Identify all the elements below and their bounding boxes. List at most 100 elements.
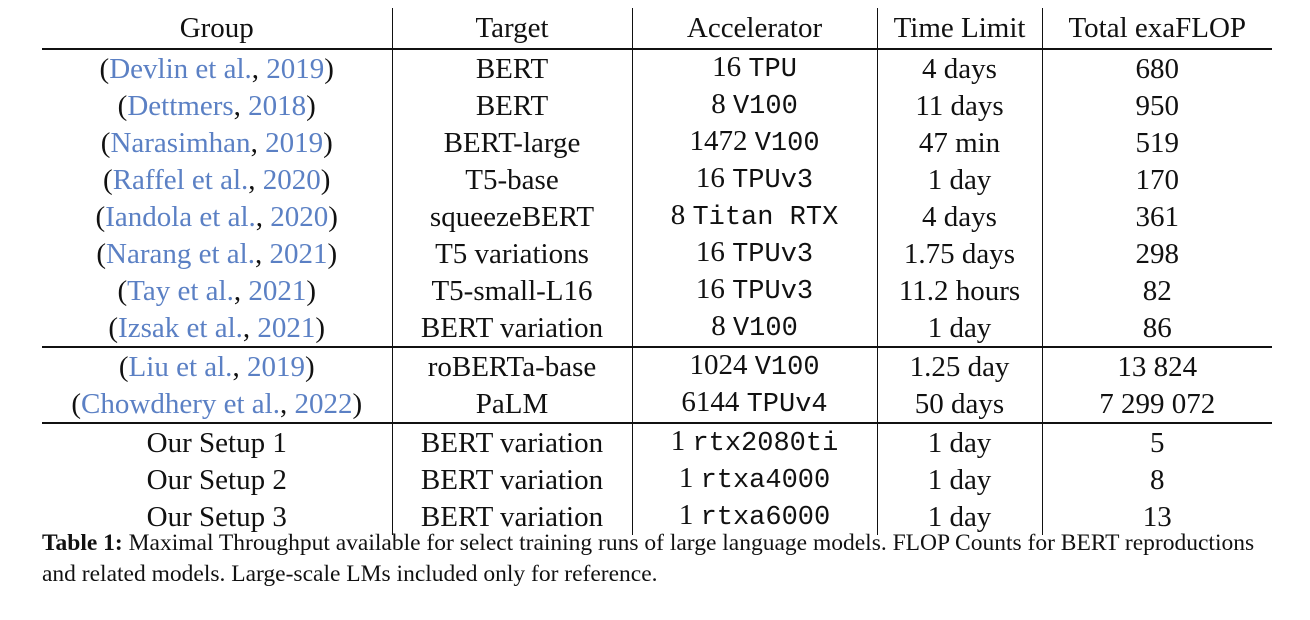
time-limit-cell: 1.25 day [876,346,1042,385]
exaflop-value: 680 [1135,52,1180,85]
target-value: BERT variation [420,426,604,459]
time-limit-cell: 50 days [876,385,1042,423]
citation-author-link[interactable]: Devlin et al. [109,52,252,85]
citation-year-link[interactable]: 2021 [257,311,316,344]
target-cell: T5-base [391,161,632,198]
accelerator-device: TPU [748,55,797,85]
target-cell: BERT-large [391,124,632,161]
citation-year-link[interactable]: 2022 [294,387,353,420]
table-row: (Devlin et al., 2019) BERT 16 TPU 4 days 680 [42,49,1272,87]
accelerator-cell: 16 TPU [631,49,877,87]
accelerator-device: Titan RTX [692,203,839,233]
exaflop-cell: 519 [1041,124,1272,161]
citation-author-link[interactable]: Narang et al. [106,237,255,270]
citation-author-link[interactable]: Raffel et al. [112,163,249,196]
citation-year-link[interactable]: 2021 [269,237,328,270]
table-row: Our Setup 1 BERT variation 1 rtx2080ti 1 da… [42,422,1272,461]
accelerator-cell: 1 rtx2080ti [631,422,877,461]
group-label: Our Setup 2 [146,463,287,496]
exaflop-value: 519 [1135,126,1180,159]
accelerator-count: 1 [670,425,686,457]
target-cell: T5 variations [391,235,632,272]
header-time-limit: Time Limit [876,8,1042,49]
time-limit-cell: 4 days [876,198,1042,235]
accelerator-device: rtxa4000 [700,466,831,496]
accelerator-cell: 1 rtxa4000 [631,461,877,498]
accelerator-count: 8 [711,310,726,342]
time-limit-value: 1.25 day [909,350,1010,383]
target-value: BERT-large [443,126,581,159]
citation-year-link[interactable]: 2021 [248,274,307,307]
citation-author-link[interactable]: Narasimhan [110,126,251,159]
citation-year-link[interactable]: 2019 [266,52,325,85]
time-limit-value: 1 day [927,426,992,459]
exaflop-value: 86 [1142,311,1172,344]
time-limit-value: 4 days [922,52,997,85]
target-value: BERT variation [420,463,604,496]
target-value: roBERTa-base [427,350,597,383]
group-cell: Our Setup 2 [42,461,392,498]
time-limit-cell: 4 days [876,49,1042,87]
time-limit-cell: 1 day [876,461,1042,498]
header-accelerator: Accelerator [631,8,877,49]
citation-year-link[interactable]: 2018 [248,89,307,122]
group-cell: (Iandola et al., 2020) [95,200,338,233]
time-limit-value: 1 day [927,311,992,344]
accelerator-cell: 16 TPUv3 [631,161,877,198]
target-value: BERT variation [420,311,604,344]
accelerator-count: 16 [695,236,725,268]
accelerator-count: 6144 [681,386,740,418]
accelerator-count: 1 [678,499,694,531]
table-row: (Liu et al., 2019) roBERTa-base 1024 V100 1… [42,346,1272,385]
time-limit-value: 47 min [918,126,1001,159]
accelerator-device: rtx2080ti [692,429,839,459]
accelerator-count: 1024 [689,349,748,381]
group-cell: (Devlin et al., 2019) [99,52,334,85]
citation-year-link[interactable]: 2019 [246,350,305,383]
citation-author-link[interactable]: Dettmers [127,89,234,122]
results-table-container: Group Target Accelerator Time Limit Tota… [42,8,1272,535]
citation-author-link[interactable]: Izsak et al. [118,311,243,344]
table-caption: Table 1: Maximal Throughput available fo… [42,528,1292,590]
citation-author-link[interactable]: Liu et al. [128,350,233,383]
citation-author-link[interactable]: Chowdhery et al. [81,387,280,420]
accelerator-device: rtxa6000 [700,503,831,533]
exaflop-cell: 13 [1041,498,1272,535]
target-cell: BERT variation [391,309,632,347]
time-limit-cell: 1 day [876,161,1042,198]
time-limit-value: 1 day [927,463,992,496]
group-cell: Our Setup 3 [42,498,392,535]
accelerator-count: 16 [712,51,742,83]
accelerator-count: 1 [678,462,694,494]
time-limit-value: 1.75 days [903,237,1016,270]
exaflop-value: 13 [1142,500,1172,533]
citation-year-link[interactable]: 2019 [265,126,324,159]
group-cell: (Chowdhery et al., 2022) [71,387,363,420]
caption-text: Maximal Throughput available for select … [42,530,1255,587]
table-row: Our Setup 2 BERT variation 1 rtxa4000 1 day… [42,461,1272,498]
accelerator-cell: 1 rtxa6000 [631,498,877,535]
group-cell: (Dettmers, 2018) [117,89,316,122]
group-cell: (Tay et al., 2021) [117,274,316,307]
throughput-table: Group Target Accelerator Time Limit Tota… [42,8,1272,535]
target-cell: BERT [391,87,632,124]
target-cell: squeezeBERT [391,198,632,235]
citation-year-link[interactable]: 2020 [262,163,321,196]
group-label: Our Setup 3 [146,500,287,533]
target-cell: BERT variation [391,498,632,535]
time-limit-cell: 11.2 hours [876,272,1042,309]
citation-year-link[interactable]: 2020 [270,200,329,233]
group-cell: (Liu et al., 2019) [42,346,392,385]
table-row: (Narasimhan, 2019) BERT-large 1472 V100 47 … [42,124,1272,161]
table-row: (Izsak et al., 2021) BERT variation 8 V100… [42,309,1272,347]
accelerator-device: V100 [732,92,798,122]
accelerator-device: V100 [754,353,820,383]
citation-author-link[interactable]: Tay et al. [127,274,234,307]
table-row: Our Setup 3 BERT variation 1 rtxa6000 1 day… [42,498,1272,535]
exaflop-value: 7 299 072 [1099,387,1216,420]
time-limit-cell: 1 day [876,422,1042,461]
exaflop-value: 361 [1135,200,1180,233]
accelerator-cell: 16 TPUv3 [631,235,877,272]
time-limit-value: 11.2 hours [898,274,1021,307]
citation-author-link[interactable]: Iandola et al. [105,200,256,233]
